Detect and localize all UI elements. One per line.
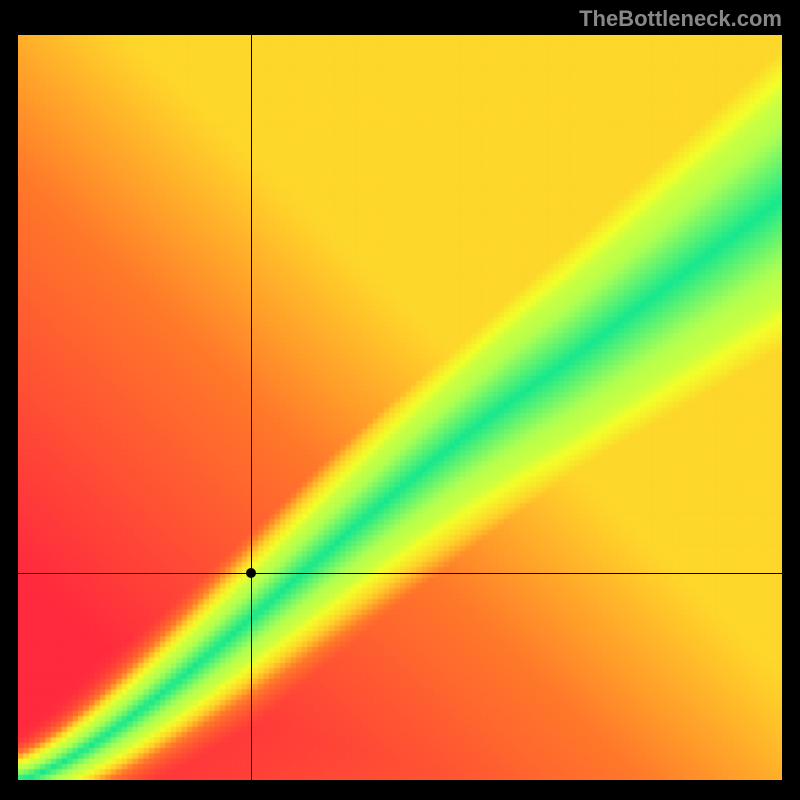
crosshair-vertical — [251, 35, 252, 780]
watermark-text: TheBottleneck.com — [579, 6, 782, 32]
heatmap-plot-area — [18, 35, 782, 780]
crosshair-horizontal — [18, 573, 782, 574]
crosshair-marker-dot — [246, 568, 256, 578]
heatmap-canvas — [18, 35, 782, 780]
